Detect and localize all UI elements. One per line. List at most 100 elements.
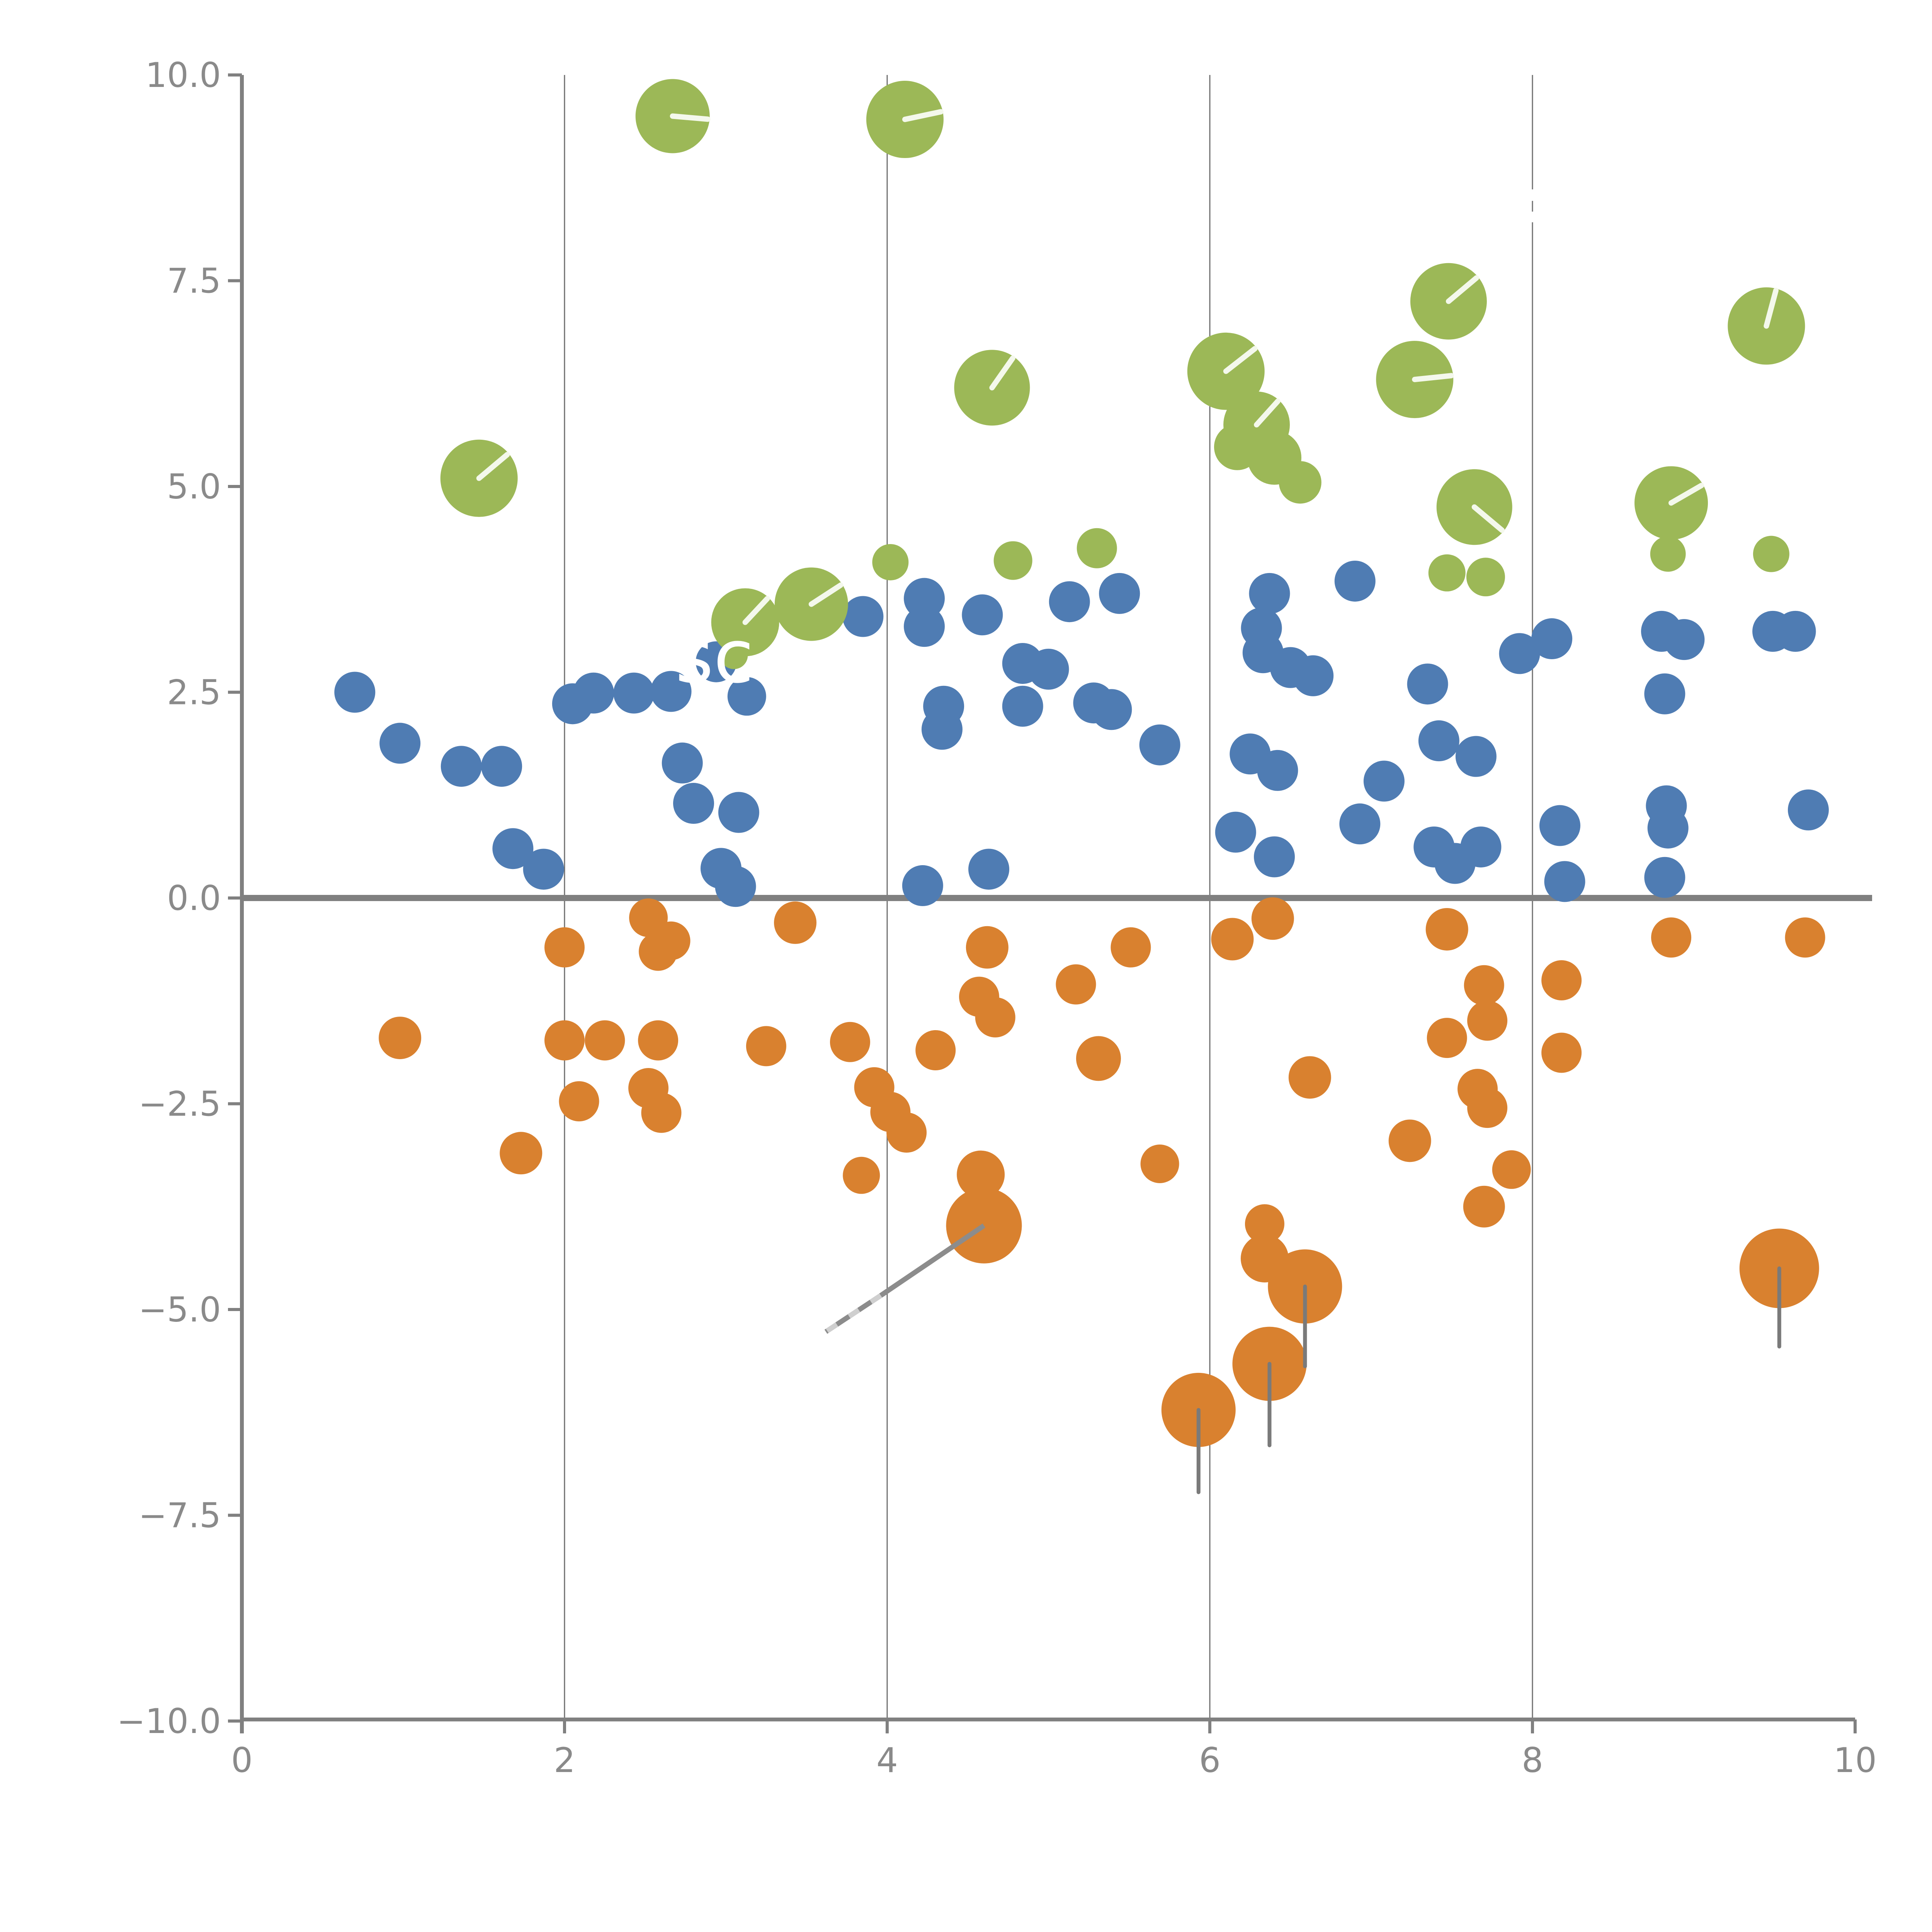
data-point-blue: [1091, 689, 1132, 730]
y-tick-label: −7.5: [138, 1496, 221, 1536]
data-point-orange: [1427, 1018, 1467, 1058]
data-point-green: [1753, 536, 1789, 572]
data-point-blue: [904, 578, 945, 619]
data-point-orange: [559, 1081, 599, 1122]
bubble-highlight-stroke: [1668, 483, 1704, 506]
x-tick-label: 2: [554, 1740, 575, 1780]
data-point-orange: [957, 1150, 1005, 1199]
data-point-orange: [500, 1132, 543, 1175]
data-point-orange: [1785, 917, 1825, 958]
data-point-orange: [1076, 1036, 1121, 1081]
data-point-orange: [1140, 1144, 1179, 1183]
data-point-blue: [613, 672, 655, 714]
data-point-orange: [830, 1022, 870, 1062]
data-point-blue: [662, 742, 703, 784]
data-point-green: [1077, 528, 1117, 568]
data-point-blue: [379, 723, 421, 764]
data-point-blue: [1787, 789, 1829, 831]
data-point-blue: [1249, 573, 1290, 614]
data-point-blue: [1215, 811, 1256, 853]
bubble-highlight-stroke: [1764, 287, 1779, 329]
data-point-blue: [1544, 861, 1585, 902]
data-point-orange: [915, 1030, 956, 1071]
data-point-blue: [718, 792, 759, 833]
data-point-blue: [673, 783, 714, 824]
data-point-orange: [641, 1092, 682, 1133]
data-point-blue: [650, 671, 692, 712]
y-tick-label: 7.5: [167, 261, 221, 301]
data-point-blue: [921, 709, 963, 750]
data-point-green: [1279, 461, 1321, 504]
data-point-orange: [1211, 918, 1254, 961]
x-tick-label: 4: [876, 1740, 898, 1780]
data-point-orange: [975, 997, 1015, 1037]
data-point-green: [720, 641, 748, 669]
data-point-orange: [1492, 1150, 1531, 1189]
data-point-blue: [1460, 826, 1502, 867]
data-point-blue: [1339, 803, 1381, 845]
data-point-orange: [1251, 897, 1294, 940]
bubble-highlight-stroke: [1254, 398, 1281, 428]
data-point-orange: [1464, 965, 1504, 1005]
data-point-blue: [1647, 807, 1689, 849]
data-point-blue: [1139, 724, 1180, 765]
data-point-green: [872, 544, 909, 580]
data-point-blue: [573, 672, 614, 714]
data-point-blue: [1049, 581, 1090, 622]
data-point-orange: [651, 921, 690, 960]
data-point-blue: [1418, 720, 1459, 762]
data-point-blue: [492, 828, 534, 869]
data-point-orange: [1245, 1204, 1284, 1244]
data-point-blue: [968, 849, 1010, 890]
data-point-blue: [1663, 619, 1705, 660]
data-point-blue: [1531, 618, 1573, 660]
y-tick-label: −10.0: [117, 1701, 221, 1741]
data-point-orange: [1463, 1185, 1505, 1228]
x-tick-label: 0: [231, 1740, 253, 1780]
data-point-orange: [1288, 1056, 1331, 1099]
data-point-orange: [1651, 917, 1692, 958]
data-point-blue: [727, 677, 766, 716]
data-point-blue: [1334, 560, 1376, 602]
annotation-line-dashes: [824, 1293, 882, 1334]
data-point-orange: [1541, 960, 1582, 1000]
data-point-blue: [715, 866, 756, 907]
bubble-highlight-stroke: [742, 596, 770, 625]
data-point-orange: [544, 927, 585, 968]
data-point-blue: [1002, 685, 1043, 727]
bubble-highlight-stroke: [1446, 275, 1479, 304]
watermark-text: sc: [675, 614, 754, 699]
data-point-orange: [1541, 1032, 1582, 1073]
data-point-green: [1428, 554, 1466, 592]
data-point-orange: [585, 1020, 625, 1061]
bubble-highlight-stroke: [989, 355, 1015, 391]
data-point-orange: [843, 1156, 880, 1194]
data-point-blue: [1644, 673, 1685, 714]
data-point-orange: [1425, 908, 1468, 951]
data-point-blue: [1254, 836, 1295, 878]
data-point-green: [1466, 558, 1505, 597]
y-tick-label: 2.5: [167, 673, 221, 713]
data-point-blue: [902, 865, 943, 906]
x-tick-label: 6: [1199, 1740, 1221, 1780]
data-point-orange: [1388, 1119, 1431, 1162]
bubble-highlight-stroke: [1471, 504, 1505, 533]
data-point-blue: [1499, 633, 1540, 674]
bubble-highlight-stroke: [1412, 373, 1454, 383]
data-point-blue: [1293, 655, 1334, 696]
data-point-blue: [904, 606, 945, 647]
data-point-blue: [1363, 760, 1405, 802]
y-tick-label: 0.0: [167, 878, 221, 918]
bubble-highlight-stroke: [902, 109, 944, 122]
data-point-orange: [1056, 964, 1096, 1005]
bubble-highlight-stroke: [476, 452, 510, 481]
data-point-blue: [1099, 573, 1140, 614]
data-point-blue: [1539, 805, 1580, 846]
data-point-blue: [481, 746, 522, 787]
data-point-blue: [1455, 736, 1497, 777]
data-point-orange: [1467, 1000, 1508, 1041]
bubble-highlight-stroke: [1223, 346, 1258, 374]
x-tick-label: 8: [1522, 1740, 1543, 1780]
